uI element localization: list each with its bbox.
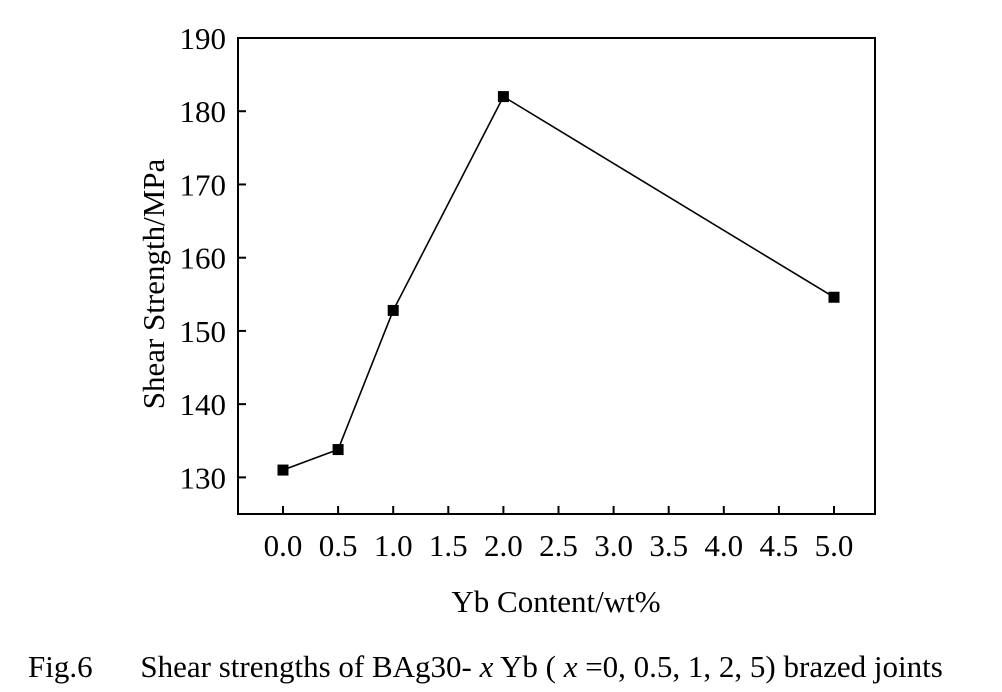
data-point-marker xyxy=(828,291,840,303)
y-tick-label: 180 xyxy=(180,94,227,129)
y-tick-label: 190 xyxy=(180,21,227,56)
caption-text-3: =0, 0.5, 1, 2, 5) brazed joints xyxy=(585,649,943,684)
data-point-marker xyxy=(277,464,289,476)
plot-area-frame xyxy=(237,37,876,515)
caption-prefix: Fig.6 xyxy=(28,649,93,684)
x-tick-label: 2.5 xyxy=(539,528,578,563)
x-tick-label: 0.5 xyxy=(319,528,358,563)
y-tick-label: 130 xyxy=(180,460,227,495)
series-markers xyxy=(277,91,840,476)
y-tick-label: 140 xyxy=(180,387,227,422)
y-tick-label: 170 xyxy=(180,167,227,202)
x-tick-label: 2.0 xyxy=(484,528,523,563)
figure-caption: Fig.6 Shear strengths of BAg30- x Yb ( x… xyxy=(28,649,943,684)
x-tick-label: 5.0 xyxy=(815,528,854,563)
y-tick-label: 160 xyxy=(180,241,227,276)
caption-text-2: Yb ( xyxy=(500,649,556,684)
x-tick-label: 1.5 xyxy=(429,528,468,563)
x-axis-ticks: 0.0 0.5 1.0 1.5 2.0 2.5 3.0 3.5 4.0 4.5 5.0 xyxy=(264,506,854,563)
x-tick-label: 1.0 xyxy=(374,528,413,563)
data-point-marker xyxy=(497,91,509,103)
data-point-marker xyxy=(387,304,399,316)
x-axis-title: Yb Content/wt% xyxy=(451,584,660,619)
y-axis-title: Shear Strength/MPa xyxy=(136,158,171,409)
caption-text-1: Shear strengths of BAg30- xyxy=(140,649,471,684)
caption-var-x: x xyxy=(479,649,494,684)
x-tick-label: 3.5 xyxy=(649,528,688,563)
series-line xyxy=(282,95,835,471)
x-tick-label: 0.0 xyxy=(264,528,303,563)
y-tick-label: 150 xyxy=(180,314,227,349)
x-tick-label: 4.5 xyxy=(760,528,799,563)
caption-var-x2: x xyxy=(563,649,578,684)
data-point-marker xyxy=(332,444,344,456)
x-tick-label: 4.0 xyxy=(704,528,743,563)
y-axis-ticks: 130 140 150 160 170 180 190 xyxy=(180,21,246,495)
x-tick-label: 3.0 xyxy=(594,528,633,563)
